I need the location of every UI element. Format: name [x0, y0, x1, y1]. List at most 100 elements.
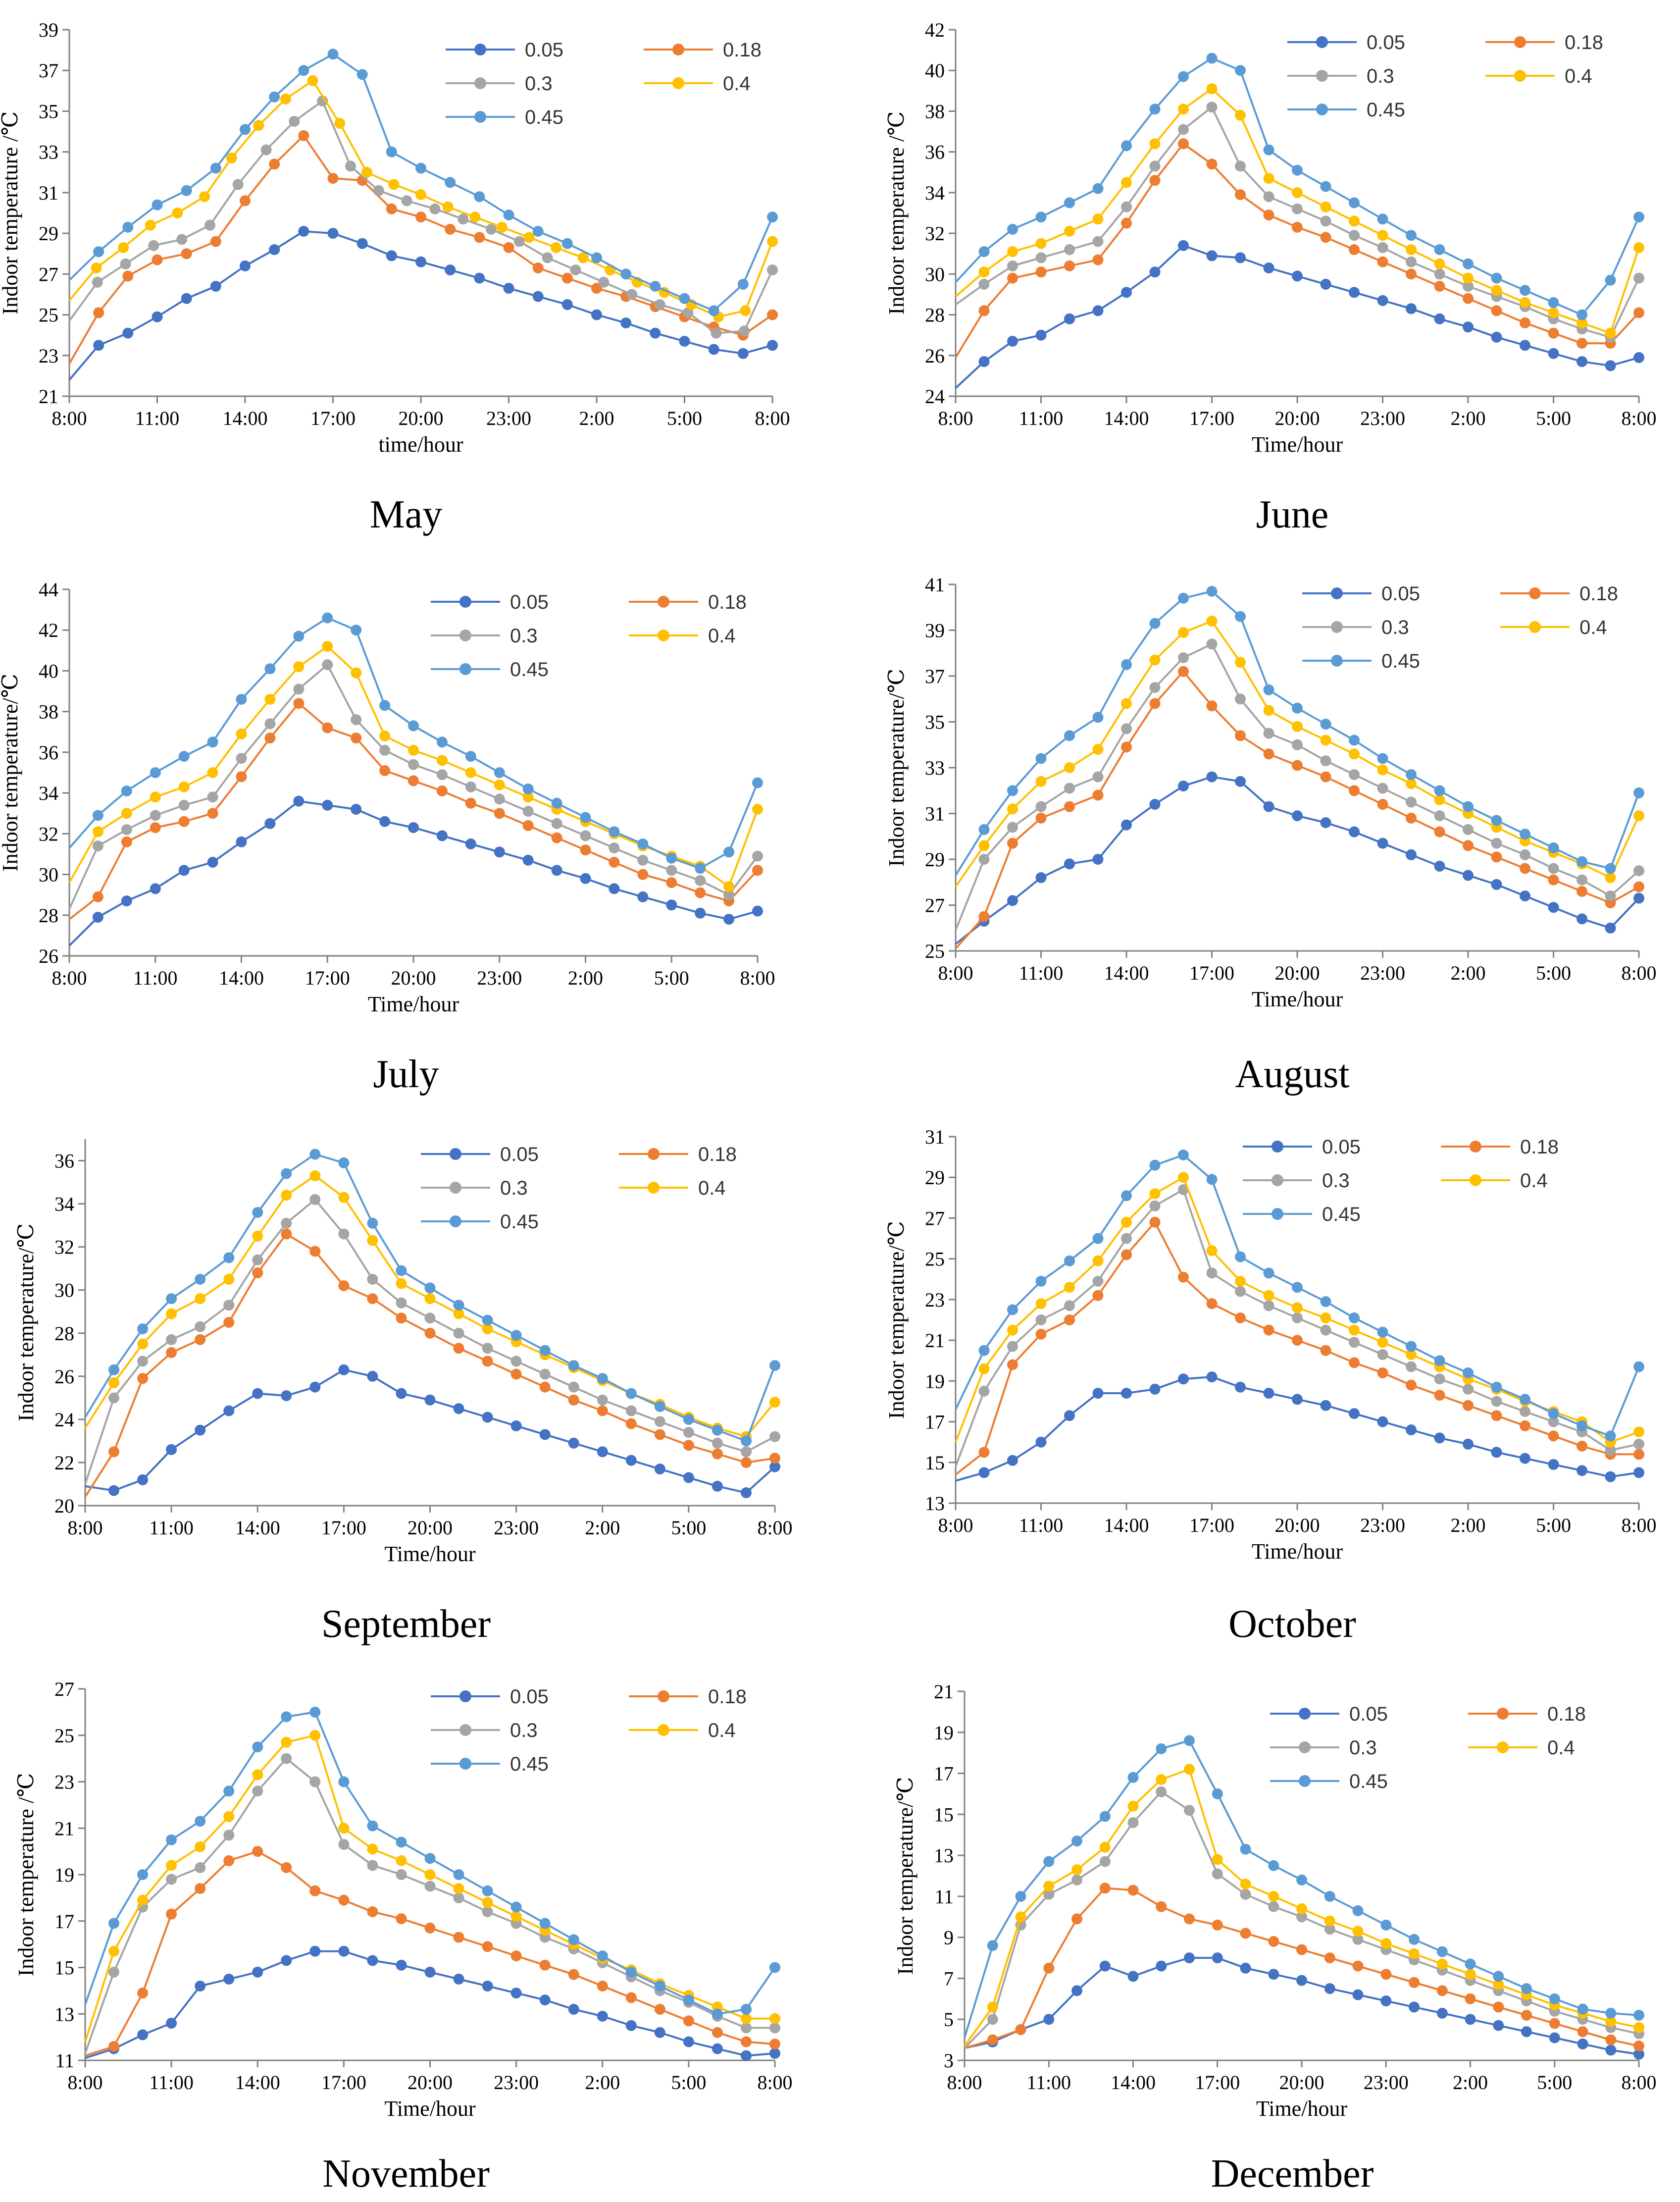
data-point	[1071, 1874, 1082, 1886]
data-point	[752, 777, 763, 788]
data-point	[1548, 863, 1559, 874]
data-point	[539, 1429, 551, 1440]
data-point	[92, 810, 103, 821]
data-point	[510, 1368, 522, 1380]
series-line	[68, 52, 773, 312]
data-point	[465, 751, 476, 762]
data-point	[568, 1437, 579, 1449]
data-point	[1156, 1786, 1167, 1797]
data-point	[1377, 242, 1388, 253]
data-point	[1064, 783, 1075, 794]
y-tick-label: 26	[925, 345, 945, 367]
data-point	[465, 781, 476, 792]
data-point	[510, 1901, 522, 1913]
data-point	[338, 1945, 350, 1957]
y-tick-label: 29	[925, 1166, 945, 1189]
data-point	[1092, 1255, 1104, 1266]
data-point	[281, 1228, 292, 1240]
data-point	[1377, 213, 1388, 225]
x-tick-label: 14:00	[1104, 1514, 1149, 1536]
data-point	[568, 1381, 579, 1393]
data-point	[1035, 1436, 1047, 1448]
data-point	[150, 791, 161, 803]
data-point	[280, 93, 291, 105]
data-point	[1007, 1455, 1018, 1466]
data-point	[223, 1855, 235, 1866]
legend-label: 0.18	[723, 39, 762, 61]
data-point	[620, 317, 632, 328]
data-point	[510, 1330, 522, 1341]
data-point	[1212, 1788, 1223, 1799]
data-point	[1409, 1948, 1420, 1959]
data-point	[767, 309, 778, 320]
series-0.05	[955, 240, 1644, 389]
data-point	[1092, 183, 1104, 194]
data-point	[252, 1966, 263, 1978]
data-point	[1099, 1841, 1111, 1853]
y-tick-label: 36	[54, 1150, 74, 1172]
data-point	[181, 293, 192, 304]
data-point	[683, 1414, 694, 1425]
data-point	[1292, 810, 1303, 822]
data-point	[1605, 1471, 1616, 1482]
data-point	[1352, 1934, 1364, 1945]
data-point	[1349, 215, 1360, 227]
data-point	[597, 1446, 608, 1458]
data-point	[522, 791, 534, 803]
x-tick-label: 8:00	[938, 962, 973, 984]
data-point	[1292, 760, 1303, 771]
data-point	[1320, 181, 1331, 192]
data-point	[1320, 771, 1331, 783]
x-tick-label: 2:00	[1453, 2071, 1488, 2094]
data-point	[424, 1966, 436, 1978]
legend-marker	[1299, 1741, 1311, 1753]
data-point	[494, 767, 505, 778]
data-point	[1121, 140, 1132, 152]
data-point	[223, 1252, 235, 1263]
data-point	[453, 1883, 464, 1894]
data-point	[1263, 728, 1274, 739]
data-point	[654, 1401, 665, 1412]
data-point	[1064, 313, 1075, 324]
data-point	[1406, 769, 1417, 780]
y-tick-label: 13	[934, 1844, 954, 1867]
data-point	[1292, 739, 1303, 750]
y-tick-label: 29	[39, 222, 58, 245]
chart-september: 20 22 24 26 28 30 32 34 36 8:00 11:00 14:00 17:00 20:…	[14, 1139, 793, 1646]
data-point	[1149, 1159, 1161, 1171]
data-point	[436, 830, 448, 841]
data-point	[93, 307, 104, 318]
data-point	[223, 1973, 235, 1985]
x-tick-label: 17:00	[321, 1517, 366, 1539]
data-point	[1633, 2009, 1644, 2021]
data-point	[195, 1424, 206, 1436]
x-tick-label: 17:00	[1189, 962, 1234, 984]
data-point	[367, 1370, 378, 1382]
data-point	[570, 264, 581, 276]
y-tick-label: 37	[925, 665, 945, 687]
legend: 0.05 0.18 0.3 0.4 0.45	[421, 1144, 737, 1233]
data-point	[453, 1403, 464, 1415]
data-point	[666, 899, 677, 911]
legend-label: 0.18	[1579, 583, 1618, 605]
series-0.18	[955, 138, 1644, 358]
data-point	[91, 262, 102, 273]
data-point	[1240, 1962, 1251, 1974]
data-point	[1268, 1901, 1279, 1912]
data-point	[1406, 778, 1417, 789]
chart-october: 13 15 17 19 21 23 25 27 29 31 8:00 11:00 14:00 17:00 2…	[884, 1126, 1657, 1646]
data-point	[396, 1312, 407, 1324]
data-point	[752, 865, 763, 876]
data-point	[298, 226, 309, 237]
data-point	[637, 854, 649, 866]
data-point	[1577, 1440, 1587, 1452]
x-tick-label: 14:00	[235, 1517, 280, 1539]
data-point	[442, 201, 454, 212]
legend-label: 0.3	[525, 73, 553, 95]
data-point	[137, 1373, 149, 1384]
legend-marker	[1272, 1141, 1283, 1153]
data-point	[195, 1334, 206, 1345]
x-tick-label: 8:00	[938, 407, 973, 429]
data-point	[1149, 1200, 1161, 1211]
data-point	[1463, 272, 1474, 284]
